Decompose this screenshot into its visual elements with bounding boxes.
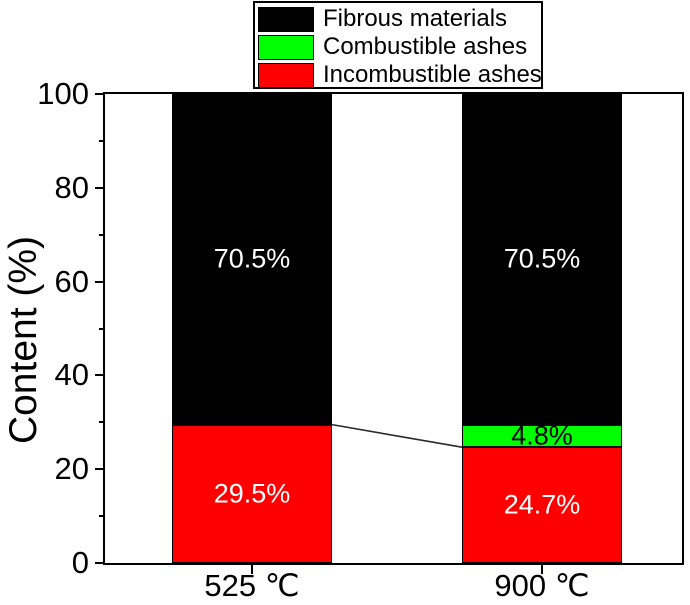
- legend-label-combustible-ashes: Combustible ashes: [323, 33, 528, 60]
- y-minor-tick: [99, 421, 105, 424]
- y-tick-label: 100: [37, 76, 89, 111]
- y-tick-label: 20: [54, 451, 89, 487]
- legend-swatch-fibrous-materials: [258, 6, 314, 32]
- bar-data-label-fibrous-materials-525: 70.5%: [213, 243, 291, 274]
- y-tick-label: 40: [54, 357, 89, 393]
- bar-data-label-incombustible-ashes-525: 29.5%: [213, 478, 291, 509]
- y-tick-label: 60: [54, 263, 89, 299]
- y-major-tick: [95, 374, 105, 377]
- bar-segment-combustible-ashes-900: [462, 424, 622, 448]
- y-major-tick: [95, 562, 105, 564]
- y-minor-tick: [99, 139, 105, 142]
- y-major-tick: [95, 186, 105, 189]
- legend-label-incombustible-ashes: Incombustible ashes: [323, 61, 542, 88]
- x-tick-label-900: 900 ℃: [494, 568, 590, 603]
- y-minor-tick: [99, 327, 105, 330]
- legend-swatch-incombustible-ashes: [258, 62, 314, 88]
- legend-entry-incombustible-ashes: Incombustible ashes: [258, 61, 542, 89]
- bar-data-label-fibrous-materials-900: 70.5%: [503, 243, 581, 274]
- bar-segment-incombustible-ashes-900: [462, 447, 622, 563]
- y-major-tick: [95, 93, 105, 95]
- bar-data-label-combustible-ashes-900: 4.8%: [511, 420, 573, 451]
- y-minor-tick: [99, 233, 105, 236]
- legend-entry-combustible-ashes: Combustible ashes: [258, 33, 541, 61]
- x-tick: [251, 565, 253, 574]
- y-major-tick: [95, 280, 105, 283]
- legend-entry-fibrous-materials: Fibrous materials: [258, 5, 541, 33]
- y-tick-label: 80: [54, 169, 89, 205]
- x-tick-label-525: 525 ℃: [204, 568, 300, 603]
- bar-segment-fibrous-materials-525: [172, 94, 332, 425]
- legend-swatch-combustible-ashes: [258, 34, 314, 60]
- bar-segment-incombustible-ashes-525: [172, 424, 332, 563]
- bar-data-label-incombustible-ashes-900: 24.7%: [503, 489, 581, 520]
- y-major-tick: [95, 468, 105, 471]
- x-tick: [541, 565, 543, 574]
- y-tick-label: 0: [71, 545, 89, 580]
- bar-segment-fibrous-materials-900: [462, 94, 622, 425]
- legend: Fibrous materials Combustible ashes Incomb…: [253, 1, 543, 89]
- y-minor-tick: [99, 515, 105, 518]
- legend-label-fibrous-materials: Fibrous materials: [323, 5, 508, 32]
